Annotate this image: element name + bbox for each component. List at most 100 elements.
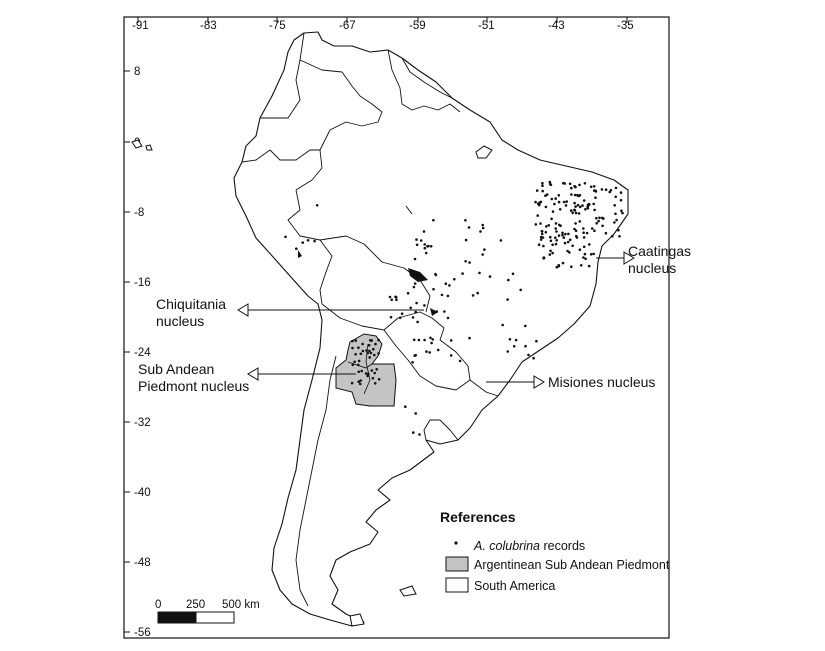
- record-dot: [365, 349, 368, 352]
- record-dot: [563, 241, 567, 245]
- inland-water: [298, 250, 438, 316]
- record-dot: [578, 183, 581, 187]
- record-dot: [532, 356, 535, 360]
- record-dot: [614, 186, 618, 190]
- record-dot: [537, 243, 541, 246]
- record-dot: [506, 350, 510, 353]
- record-dot: [581, 204, 584, 207]
- record-dot: [566, 240, 570, 244]
- legend-title: References: [440, 509, 516, 525]
- y-axis: 8 0 -8 -16 -24 -32 -40 -48 -56: [124, 66, 151, 639]
- record-dot: [614, 195, 617, 199]
- record-dot: [373, 371, 377, 375]
- y-tick-label: -32: [134, 417, 151, 429]
- record-dot: [301, 241, 305, 244]
- record-dot: [476, 291, 480, 295]
- record-dot: [534, 200, 537, 204]
- record-dot: [413, 257, 417, 261]
- record-dot: [508, 338, 512, 341]
- record-dot: [595, 222, 598, 225]
- record-dot: [562, 200, 566, 204]
- record-dot: [582, 256, 585, 259]
- x-tick-label: -59: [409, 20, 426, 32]
- record-dot: [545, 193, 549, 196]
- record-dot: [481, 226, 485, 230]
- record-dot: [582, 245, 586, 249]
- record-dot: [573, 208, 576, 212]
- map-frame: [123, 16, 670, 639]
- record-dot: [540, 230, 544, 233]
- scale-bar: 0 250 500 km: [155, 599, 260, 624]
- record-dot: [524, 324, 527, 328]
- record-dot: [524, 344, 527, 348]
- record-dot: [357, 359, 361, 363]
- record-dot: [430, 341, 433, 345]
- record-dot: [357, 346, 360, 350]
- record-dot: [573, 193, 577, 197]
- record-dot: [554, 242, 558, 246]
- record-dot: [367, 343, 371, 347]
- record-dot: [366, 374, 369, 378]
- record-dot: [594, 196, 597, 199]
- record-dot: [570, 186, 573, 190]
- chiquitania-label-line2: nucleus: [156, 313, 204, 329]
- y-tick-label: -16: [134, 277, 151, 289]
- record-dot: [593, 229, 596, 232]
- record-dot: [554, 227, 557, 230]
- record-dot: [592, 202, 595, 206]
- record-dot: [358, 382, 362, 386]
- record-dot: [589, 253, 593, 256]
- record-dot: [590, 227, 594, 230]
- scale-label-0: 0: [155, 599, 161, 611]
- record-dot: [571, 244, 574, 248]
- south-america-outline: [233, 31, 629, 627]
- record-dot: [361, 342, 364, 346]
- record-dot: [568, 182, 572, 186]
- record-dot: [608, 190, 611, 194]
- record-dot: [431, 338, 435, 341]
- record-dot: [574, 222, 577, 225]
- record-dot: [613, 221, 616, 224]
- record-dot: [551, 251, 554, 255]
- record-dot: [370, 339, 374, 342]
- record-dot: [398, 316, 402, 320]
- record-dot: [419, 239, 423, 242]
- record-dot: [568, 238, 572, 242]
- record-dot: [412, 338, 416, 342]
- sub-andean-piedmont-region: [335, 333, 397, 407]
- record-dot: [367, 372, 370, 376]
- record-dot: [598, 216, 601, 220]
- record-dot: [576, 203, 580, 207]
- record-dot: [595, 216, 598, 220]
- record-dot: [361, 349, 365, 353]
- record-dot: [368, 356, 372, 359]
- record-dot: [414, 412, 418, 415]
- record-dot: [617, 228, 620, 232]
- record-dot: [562, 236, 566, 239]
- record-dot: [481, 223, 485, 227]
- record-dot: [411, 316, 415, 319]
- record-dot: [527, 353, 530, 357]
- record-dot: [549, 239, 553, 243]
- x-tick-label: -83: [200, 20, 217, 32]
- record-dot: [461, 272, 464, 275]
- record-dot: [434, 273, 438, 277]
- record-dot: [578, 205, 582, 209]
- record-dot: [566, 249, 569, 253]
- record-dot: [555, 265, 559, 269]
- record-dot: [597, 219, 600, 223]
- record-dot: [357, 380, 361, 384]
- record-dot: [619, 191, 623, 194]
- record-dot: [557, 263, 560, 267]
- record-dot: [565, 200, 568, 203]
- record-dot: [557, 200, 561, 204]
- record-dot: [390, 298, 394, 302]
- record-dot: [424, 251, 428, 255]
- record-dot: [577, 194, 580, 198]
- record-dot: [551, 243, 554, 246]
- record-dot: [578, 220, 582, 223]
- record-dot: [446, 294, 450, 298]
- record-dot: [426, 245, 429, 248]
- record-dot: [429, 336, 432, 340]
